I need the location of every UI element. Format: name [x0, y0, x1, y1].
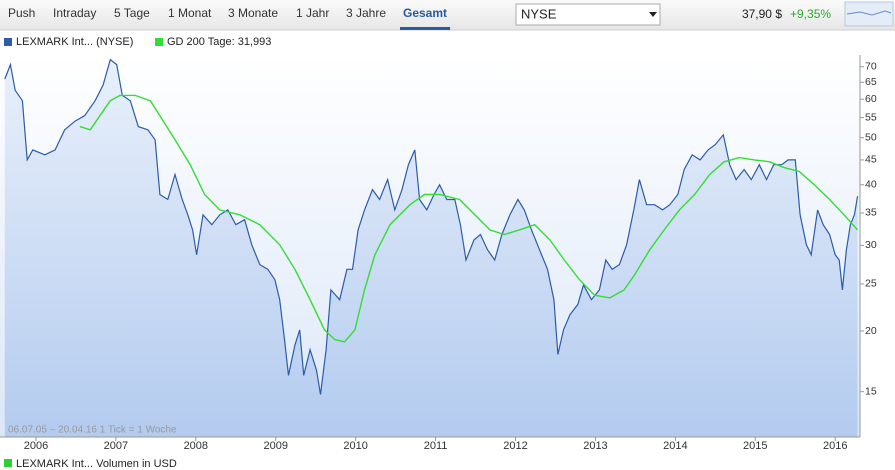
average-line — [79, 94, 859, 343]
tab[interactable]: 1 Monat — [168, 6, 212, 20]
tab[interactable]: 5 Tage — [114, 6, 150, 20]
exchange-value: NYSE — [521, 6, 557, 21]
legend-label: LEXMARK Int... (NYSE) — [16, 36, 133, 48]
tab[interactable]: 3 Jahre — [346, 6, 386, 20]
thumbnail-line — [846, 10, 892, 16]
y-tick-label: 30 — [865, 239, 877, 251]
y-tick-label: 70 — [865, 61, 877, 73]
y-tick-label: 65 — [865, 76, 877, 88]
y-tick-label: 55 — [865, 111, 877, 123]
y-tick-label: 25 — [865, 278, 877, 290]
x-tick-label: 2010 — [343, 440, 367, 452]
price-line — [4, 58, 859, 395]
x-tick-label: 2011 — [424, 440, 448, 452]
y-tick-label: 50 — [865, 131, 877, 143]
dropdown-arrow — [649, 12, 657, 17]
legend-label: LEXMARK Int... Volumen in USD — [16, 458, 177, 470]
tab[interactable]: 3 Monate — [228, 6, 278, 20]
x-tick-label: 2008 — [184, 440, 208, 452]
tab[interactable]: Intraday — [53, 6, 96, 20]
y-tick-label: 45 — [865, 154, 877, 166]
tab-bar: Push Intraday 5 Tage 1 Monat 3 Monate 1 Jahr 3… — [8, 6, 451, 30]
tab[interactable]: Gesamt — [403, 6, 447, 20]
legend-swatch — [4, 38, 12, 46]
y-tick-label: 15 — [865, 385, 877, 397]
x-tick-label: 2009 — [264, 440, 288, 452]
x-tick-label: 2016 — [823, 440, 847, 452]
x-tick-label: 2012 — [503, 440, 527, 452]
price: 37,90 $ — [742, 7, 782, 21]
x-tick-label: 2015 — [743, 440, 767, 452]
plot — [4, 58, 859, 437]
y-tick-label: 20 — [865, 325, 877, 337]
price-change: +9,35% — [790, 7, 831, 21]
range-note: 06.07.05 – 20.04.16 1 Tick = 1 Woche — [8, 425, 177, 436]
y-tick-label: 35 — [865, 207, 877, 219]
price-area — [4, 59, 858, 437]
tab[interactable]: Push — [8, 6, 35, 20]
x-tick-label: 2006 — [24, 440, 48, 452]
legend-label: GD 200 Tage: 31,993 — [167, 36, 271, 48]
y-tick-label: 40 — [865, 179, 877, 191]
active-tab-underline — [400, 27, 451, 30]
x-tick-label: 2007 — [104, 440, 128, 452]
header-bar — [0, 0, 895, 30]
legend-swatch — [155, 38, 163, 46]
y-tick-label: 60 — [865, 93, 877, 105]
legend-swatch — [4, 459, 12, 467]
tab[interactable]: 1 Jahr — [296, 6, 329, 20]
x-tick-label: 2013 — [583, 440, 607, 452]
x-tick-label: 2014 — [663, 440, 687, 452]
exchange-select[interactable] — [515, 3, 661, 26]
